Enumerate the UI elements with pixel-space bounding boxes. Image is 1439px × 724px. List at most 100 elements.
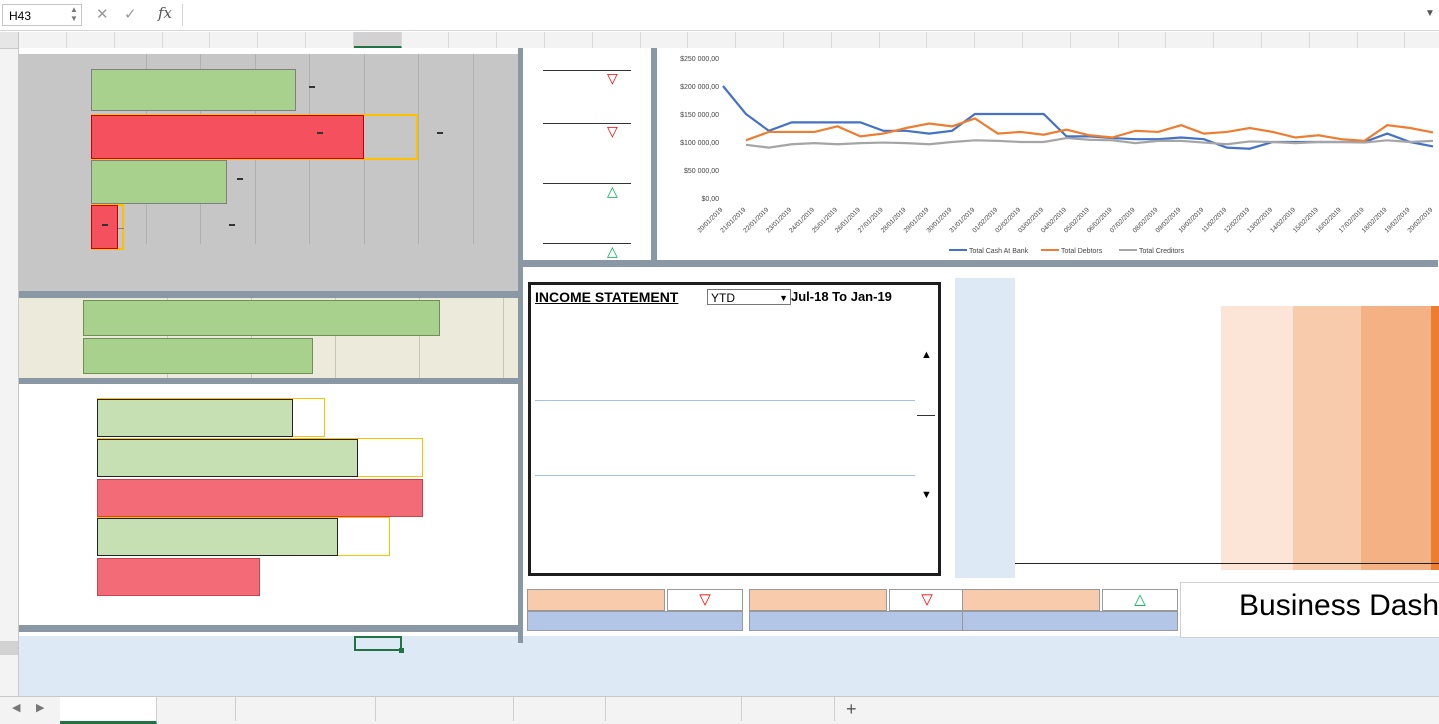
column-header-g[interactable] — [306, 32, 354, 48]
column-header-k[interactable] — [497, 32, 545, 48]
row-header-40[interactable] — [0, 599, 18, 613]
row-header-9[interactable] — [0, 162, 18, 176]
row-header-10[interactable] — [0, 176, 18, 190]
row-header-27[interactable] — [0, 416, 18, 430]
enter-icon[interactable]: ✓ — [124, 6, 137, 23]
scrollbar[interactable] — [917, 415, 935, 416]
row-header-2[interactable] — [0, 63, 18, 77]
tab-data-entry[interactable] — [514, 697, 606, 721]
row-header-33[interactable] — [0, 500, 18, 514]
column-header-r[interactable] — [832, 32, 880, 48]
name-box-dropdown-icon[interactable]: ▲ ▼ — [70, 5, 78, 23]
column-header-a[interactable] — [19, 32, 67, 48]
column-header-ac[interactable] — [1358, 32, 1406, 48]
row-header-38[interactable] — [0, 571, 18, 585]
column-header-q[interactable] — [784, 32, 832, 48]
column-header-t[interactable] — [927, 32, 976, 48]
scroll-down-icon[interactable]: ▼ — [921, 489, 932, 501]
row-header-30[interactable] — [0, 458, 18, 472]
row-header-26[interactable] — [0, 402, 18, 416]
row-header-42[interactable] — [0, 627, 18, 641]
row-header-37[interactable] — [0, 557, 18, 571]
column-header-d[interactable] — [163, 32, 211, 48]
row-header-23[interactable] — [0, 359, 18, 373]
cash-debtors-creditors-chart[interactable]: $250 000,00 $200 000,00 $150 000,00 $100 00… — [657, 48, 1439, 260]
scroll-up-icon[interactable]: ▲ — [921, 349, 932, 361]
column-header-f[interactable] — [258, 32, 306, 48]
column-header-b[interactable] — [67, 32, 115, 48]
row-header-7[interactable] — [0, 134, 18, 148]
row-header-6[interactable] — [0, 120, 18, 134]
period-select[interactable]: YTD ▼ — [707, 289, 791, 305]
column-header-u[interactable] — [975, 32, 1023, 48]
row-header-18[interactable] — [0, 289, 18, 303]
tab-list[interactable] — [157, 697, 236, 721]
row-header-36[interactable] — [0, 543, 18, 557]
column-header-i[interactable] — [402, 32, 450, 48]
column-header-l[interactable] — [545, 32, 593, 48]
formula-input[interactable] — [182, 4, 1433, 26]
tab-data-modification[interactable] — [606, 697, 742, 721]
column-header-ad[interactable] — [1405, 32, 1439, 48]
column-header-s[interactable] — [880, 32, 928, 48]
row-header-35[interactable] — [0, 528, 18, 542]
column-header-c[interactable] — [115, 32, 163, 48]
row-header-22[interactable] — [0, 345, 18, 359]
scroll-right-icon[interactable]: ▶ — [36, 702, 45, 714]
row-header-5[interactable] — [0, 105, 18, 119]
fill-handle[interactable] — [399, 648, 404, 653]
tab-income-statement[interactable] — [236, 697, 376, 721]
column-header-y[interactable] — [1166, 32, 1215, 48]
row-header-28[interactable] — [0, 430, 18, 444]
tab-aged-receivables[interactable] — [376, 697, 514, 721]
row-header-15[interactable] — [0, 246, 18, 260]
row-header-1[interactable] — [0, 49, 18, 63]
row-header-14[interactable] — [0, 232, 18, 246]
scroll-left-icon[interactable]: ◀ — [12, 702, 21, 714]
row-header-20[interactable] — [0, 317, 18, 331]
tab-daily-data[interactable] — [742, 697, 835, 721]
active-cell-h43[interactable] — [354, 636, 402, 651]
row-header-11[interactable] — [0, 190, 18, 204]
column-header-n[interactable] — [641, 32, 689, 48]
column-header-h[interactable] — [353, 32, 402, 48]
income-expense-chart[interactable] — [19, 298, 518, 378]
column-header-aa[interactable] — [1262, 32, 1310, 48]
row-header-21[interactable] — [0, 331, 18, 345]
column-header-o[interactable] — [688, 32, 737, 48]
column-header-e[interactable] — [210, 32, 259, 48]
series-line-total-creditors[interactable] — [745, 136, 1434, 149]
column-header-p[interactable] — [736, 32, 784, 48]
row-header-16[interactable] — [0, 261, 18, 275]
row-header-8[interactable] — [0, 148, 18, 162]
department-sales-chart[interactable] — [19, 54, 518, 291]
add-sheet-icon[interactable]: + — [846, 699, 857, 719]
cancel-icon[interactable]: ✕ — [96, 6, 109, 23]
name-box[interactable]: H43 — [2, 4, 82, 26]
insert-function-icon[interactable]: fx — [158, 4, 173, 22]
series-line-total-debtors[interactable] — [745, 117, 1434, 143]
row-header-12[interactable] — [0, 204, 18, 218]
column-header-ab[interactable] — [1310, 32, 1358, 48]
row-header-29[interactable] — [0, 444, 18, 458]
expand-formula-icon[interactable]: ▼ — [1425, 8, 1435, 19]
column-header-j[interactable] — [449, 32, 498, 48]
column-header-v[interactable] — [1023, 32, 1071, 48]
row-header-3[interactable] — [0, 77, 18, 91]
tab-dashboard[interactable] — [60, 697, 157, 724]
row-header-17[interactable] — [0, 275, 18, 289]
column-header-w[interactable] — [1071, 32, 1119, 48]
row-header-4[interactable] — [0, 91, 18, 105]
expense-breakdown-chart[interactable] — [19, 384, 518, 625]
row-header-45[interactable] — [0, 669, 18, 683]
column-header-m[interactable] — [593, 32, 641, 48]
row-header-44[interactable] — [0, 655, 18, 669]
column-header-x[interactable] — [1119, 32, 1167, 48]
row-header-19[interactable] — [0, 303, 18, 317]
row-header-34[interactable] — [0, 514, 18, 528]
row-header-39[interactable] — [0, 585, 18, 599]
row-header-32[interactable] — [0, 486, 18, 500]
row-header-43[interactable] — [0, 641, 18, 656]
row-header-24[interactable] — [0, 373, 18, 387]
row-header-41[interactable] — [0, 613, 18, 627]
